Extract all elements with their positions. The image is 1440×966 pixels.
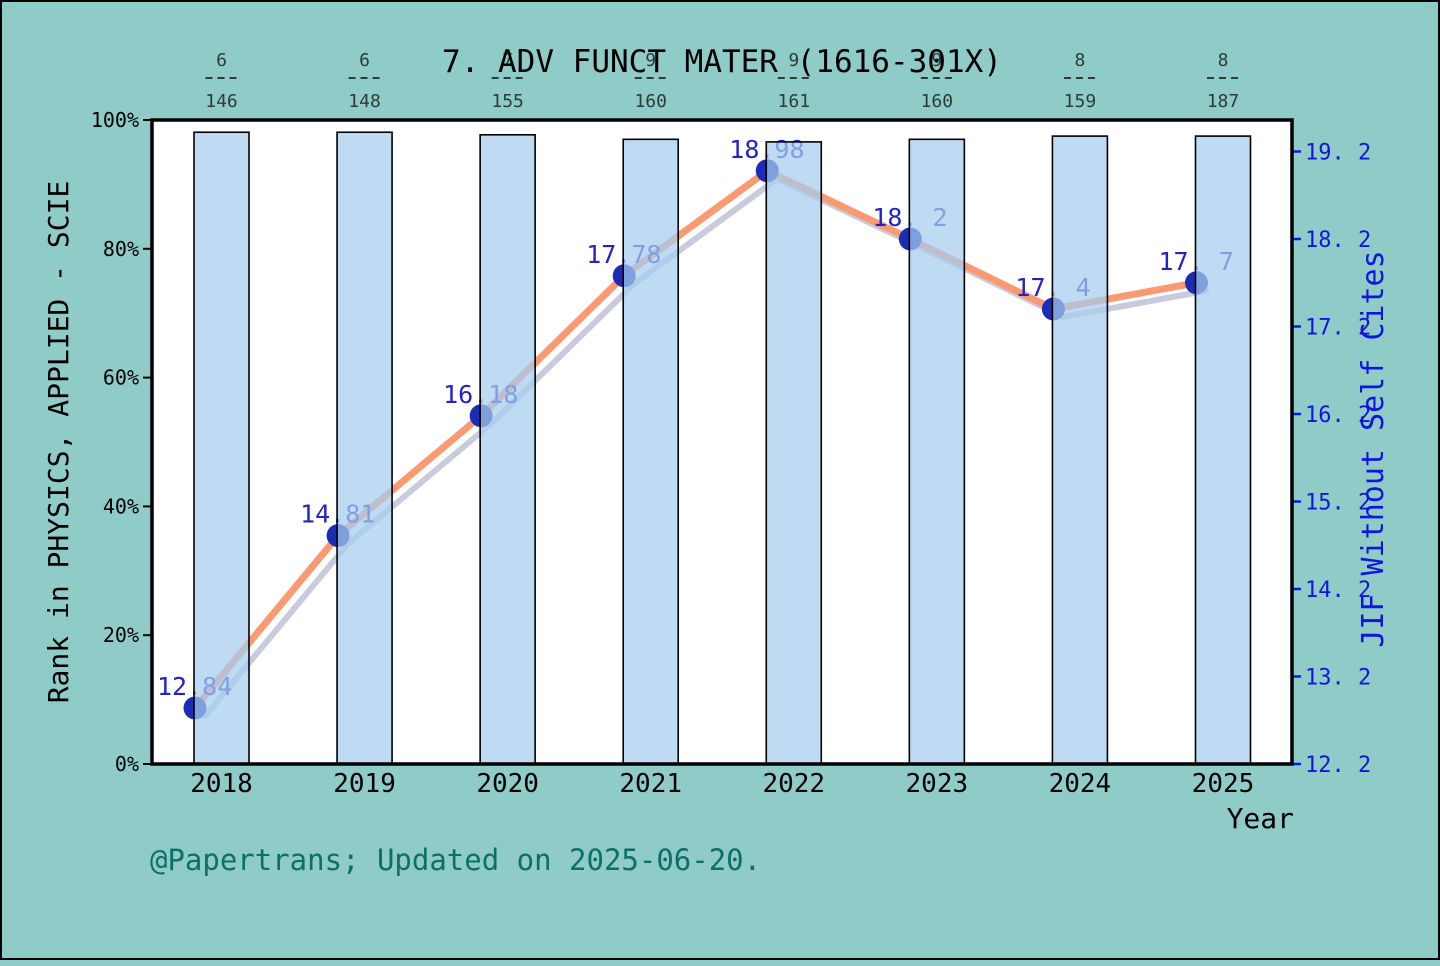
left-axis-label: Rank in PHYSICS, APPLIED - SCIE [42,181,75,704]
right-axis-tick-label: 16. 2 [1305,403,1371,428]
x-axis-year-label: 2024 [1049,769,1112,799]
rank-numerator: 9 [788,50,799,71]
rank-denominator: 148 [348,91,381,112]
rank-numerator: 6 [359,50,370,71]
left-axis-tick-label: 20% [103,623,139,647]
right-axis-tick-label: 18. 2 [1305,228,1371,253]
rank-percentile-bar [765,141,823,765]
left-axis-tick-label: 100% [91,108,139,132]
rank-denominator: 160 [634,91,667,112]
rank-percentile-bar [479,134,536,765]
rank-denominator: 159 [1064,91,1097,112]
rank-percentile-bar [1051,135,1109,765]
x-axis-year-label: 2019 [333,769,396,799]
rank-percentile-bar [1194,135,1252,765]
plot-frame [150,118,1294,766]
rank-fractions-layer: 6 146 6 148 7 155 9 160 9 161 9 160 8 159 8 187 [205,50,1239,112]
rank-percentile-bar [193,131,250,765]
rank-percentile-bar [622,138,680,765]
rank-denominator: 187 [1207,91,1240,112]
rank-numerator: 8 [1218,50,1229,71]
rank-numerator: 6 [216,50,227,71]
rank-bars-layer [193,131,1252,765]
x-axis-year-label: 2021 [619,769,682,799]
chart-title: 7. ADV FUNCT MATER (1616-301X) [442,44,1002,80]
rank-percentile-bar [908,138,966,765]
rank-numerator: 9 [931,50,942,71]
footer-credit: @Papertrans; Updated on 2025-06-20. [150,843,761,877]
rank-numerator: 9 [645,50,656,71]
rank-numerator: 7 [502,50,513,71]
rank-denominator: 161 [778,91,811,112]
left-axis-tick-label: 0% [115,752,139,776]
right-axis-tick-label: 15. 2 [1305,491,1371,516]
rank-numerator: 8 [1074,50,1085,71]
right-axis-tick-label: 13. 2 [1305,666,1371,691]
rank-percentile-bar [336,131,393,765]
right-axis-tick-label: 14. 2 [1305,578,1371,603]
right-axis-label: JIF Without Self Cites [1356,250,1391,647]
axes-layer: 0% 20% 40% 60% 80% 100% 12. 2 13. 2 14. 2 15. 2 16… [91,108,1371,799]
rank-denominator: 155 [491,91,524,112]
x-axis-year-label: 2020 [476,769,539,799]
rank-denominator: 160 [921,91,954,112]
left-axis-tick-label: 60% [103,366,139,390]
right-axis-tick-label: 17. 2 [1305,316,1371,341]
x-axis-year-label: 2018 [190,769,253,799]
x-axis-label: Year [1227,802,1294,835]
right-axis-tick-label: 19. 2 [1305,141,1371,166]
x-axis-year-label: 2022 [762,769,825,799]
left-axis-tick-label: 40% [103,494,139,518]
rank-denominator: 146 [205,91,238,112]
right-axis-tick-label: 12. 2 [1305,753,1371,778]
x-axis-year-label: 2023 [906,769,969,799]
left-axis-tick-label: 80% [103,237,139,261]
x-axis-year-label: 2025 [1192,769,1255,799]
